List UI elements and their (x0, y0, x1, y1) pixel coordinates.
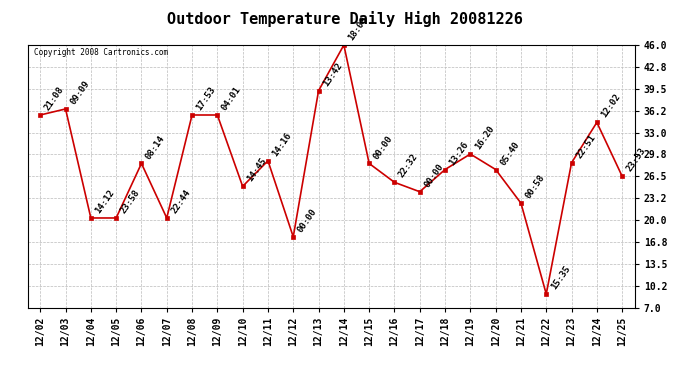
Text: 15:35: 15:35 (549, 264, 572, 291)
Text: 22:32: 22:32 (397, 152, 420, 180)
Text: 14:45: 14:45 (246, 156, 268, 184)
Text: 05:40: 05:40 (498, 140, 521, 167)
Text: 22:44: 22:44 (170, 188, 193, 215)
Text: 13:42: 13:42 (322, 61, 344, 88)
Text: 16:20: 16:20 (473, 124, 496, 151)
Text: Outdoor Temperature Daily High 20081226: Outdoor Temperature Daily High 20081226 (167, 11, 523, 27)
Text: 09:09: 09:09 (68, 79, 91, 106)
Text: 17:53: 17:53 (195, 85, 217, 112)
Text: 13:26: 13:26 (448, 140, 471, 167)
Text: 14:12: 14:12 (94, 188, 117, 215)
Text: 00:00: 00:00 (372, 134, 395, 160)
Text: 14:16: 14:16 (270, 131, 293, 158)
Text: 08:14: 08:14 (144, 134, 167, 160)
Text: 12:02: 12:02 (600, 93, 622, 120)
Text: 00:58: 00:58 (524, 173, 546, 200)
Text: 00:00: 00:00 (422, 162, 445, 189)
Text: 18:08: 18:08 (346, 15, 369, 42)
Text: 22:51: 22:51 (574, 133, 597, 160)
Text: 23:53: 23:53 (625, 146, 648, 174)
Text: Copyright 2008 Cartronics.com: Copyright 2008 Cartronics.com (34, 48, 168, 57)
Text: 00:00: 00:00 (296, 207, 319, 234)
Text: 21:08: 21:08 (43, 85, 66, 112)
Text: 23:58: 23:58 (119, 188, 141, 215)
Text: 04:01: 04:01 (220, 85, 243, 112)
